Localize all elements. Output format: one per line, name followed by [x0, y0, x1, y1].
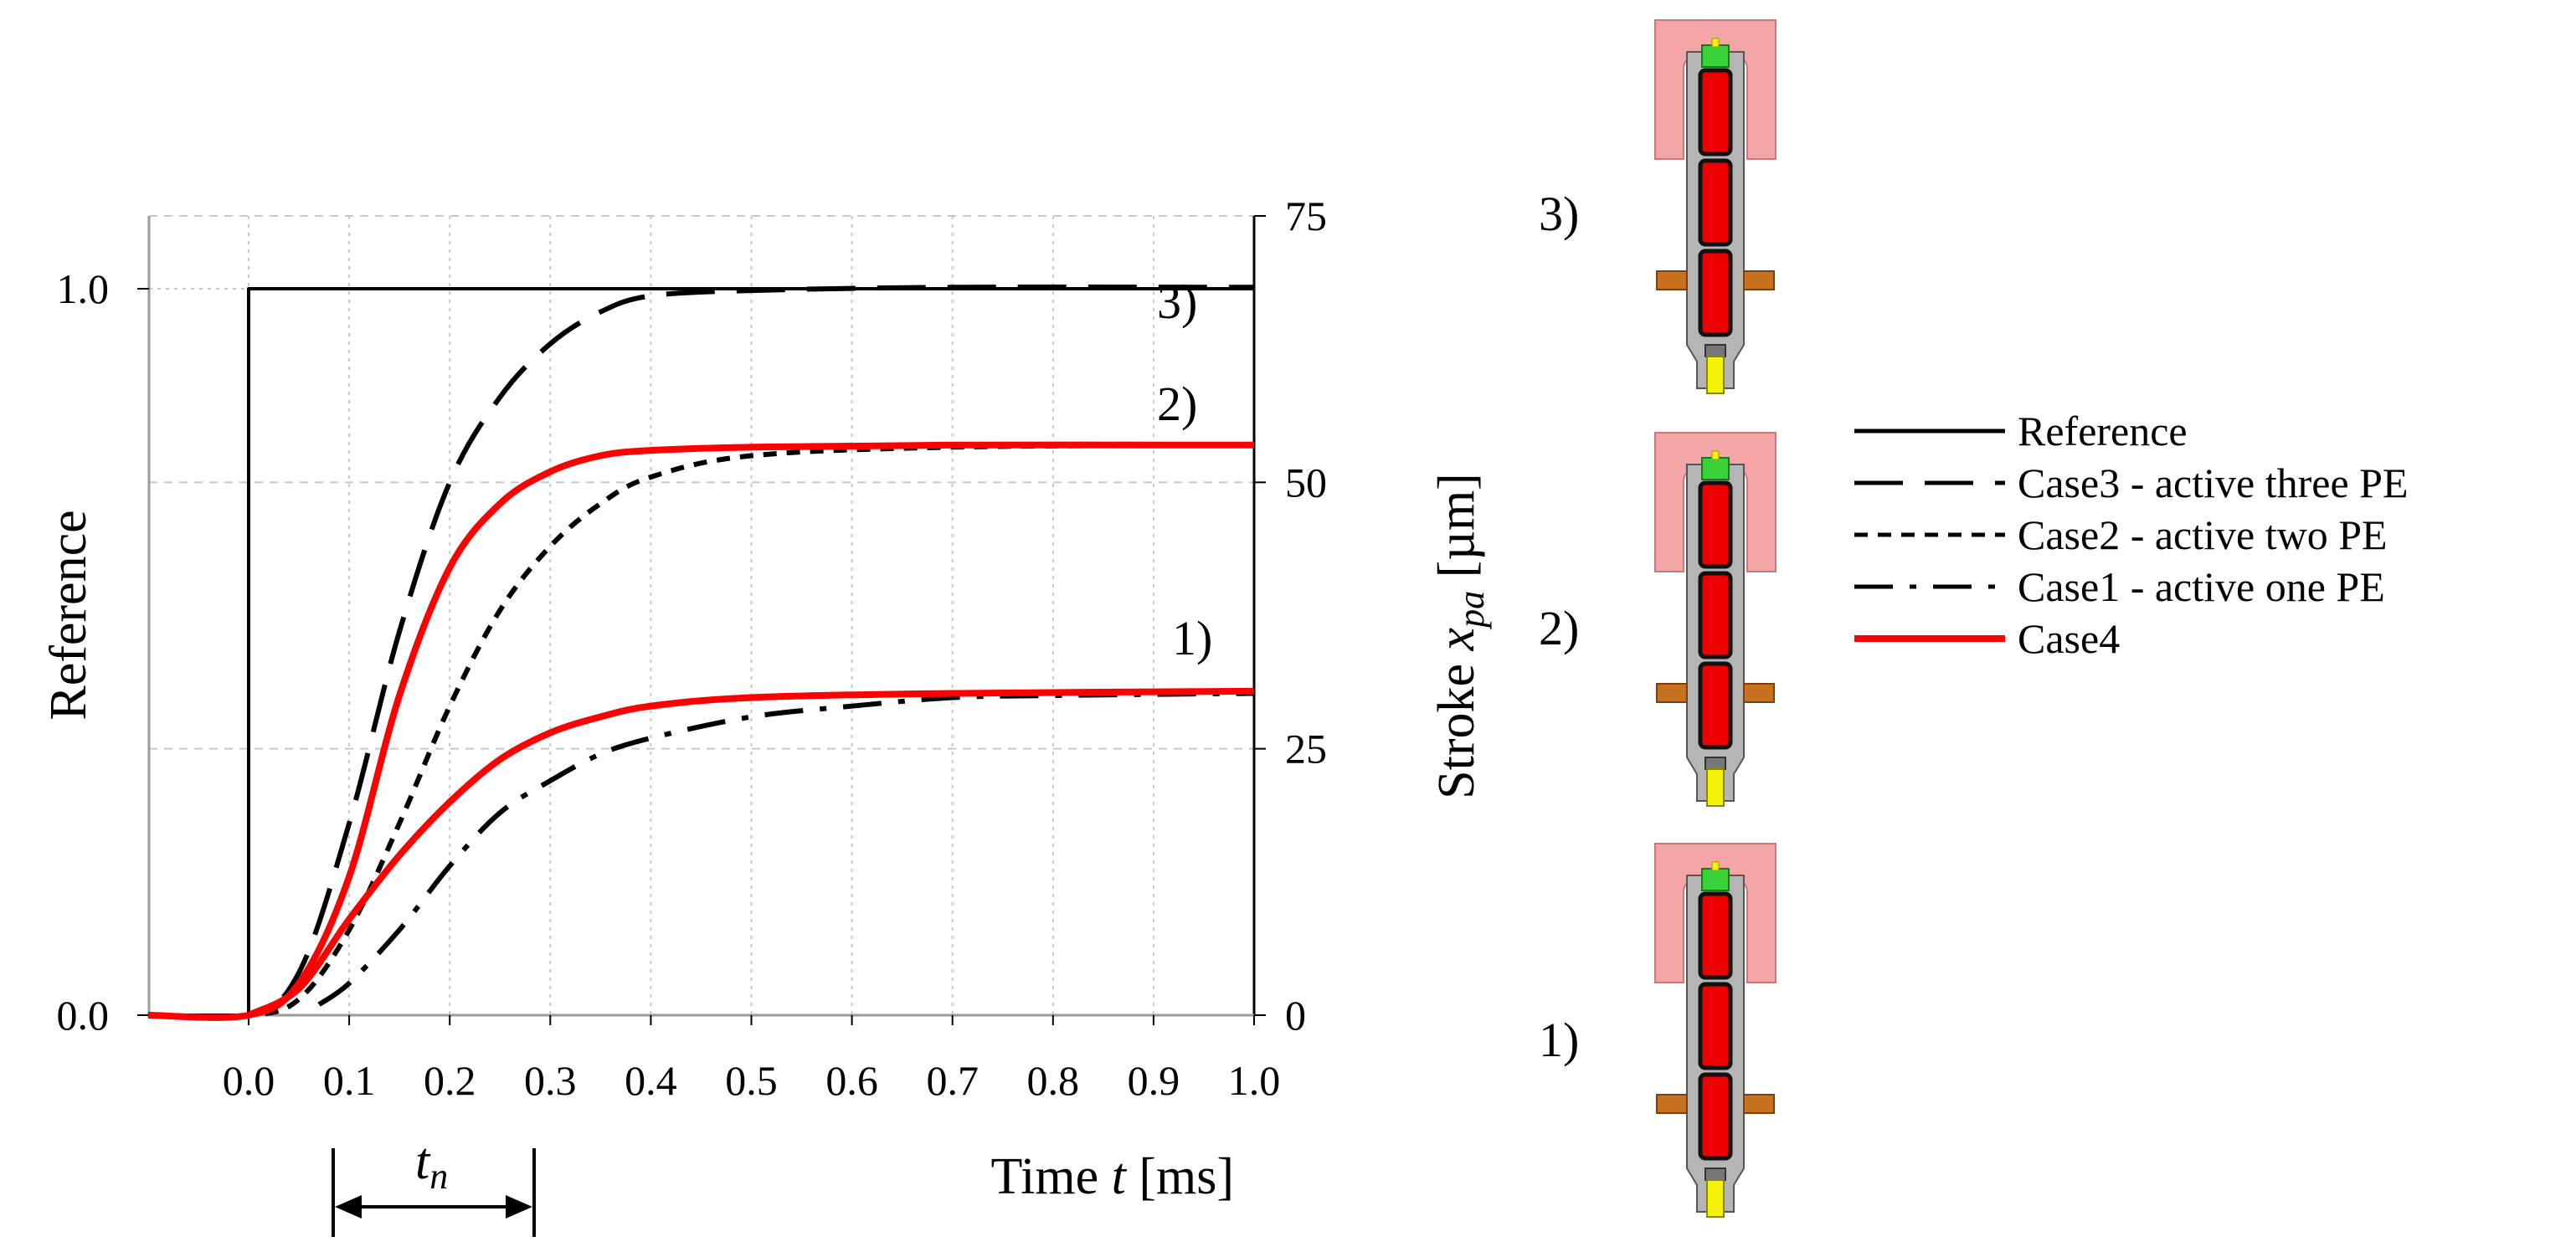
series-line-case1-active-one-pe-3 — [317, 690, 1255, 1007]
device-pe-element-3 — [1698, 249, 1733, 337]
device-tip-pin — [1711, 861, 1720, 871]
x-tick-label: 0.2 — [424, 1057, 476, 1104]
x-tick-label: 0.6 — [825, 1057, 878, 1104]
legend: Reference Case3 - active three PE Case2 - … — [1854, 408, 2408, 662]
device-pe-element-3 — [1698, 1072, 1733, 1161]
device-pe-element-1 — [1698, 891, 1733, 980]
series-line-case3-active-three-pe-1 — [147, 285, 1255, 1021]
x-tick-label: 0.5 — [725, 1057, 778, 1104]
tn-arrow-head-right — [506, 1195, 532, 1219]
device-plunger-head — [1704, 757, 1726, 770]
legend-label-4: Case4 — [2018, 615, 2120, 662]
device-drawing-3 — [1654, 19, 1776, 394]
device-pe-element-3 — [1698, 661, 1733, 750]
device-labels: 3) 2) 1) — [1539, 187, 1579, 1067]
tn-label: tn — [415, 1133, 448, 1197]
curve-label-1: 1) — [1172, 611, 1212, 665]
device-tip-pin — [1711, 38, 1720, 48]
x-tick-label: 0.8 — [1027, 1057, 1080, 1104]
x-tick-label: 1.0 — [1228, 1057, 1281, 1104]
device-pe-element-2 — [1698, 571, 1733, 659]
y-right-tick-label: 0 — [1285, 992, 1306, 1039]
y-axis-label-right: Stroke xpa [µm] — [1428, 473, 1492, 799]
x-tick-label: 0.0 — [223, 1057, 275, 1104]
device-plunger-head — [1704, 1167, 1726, 1181]
curve-labels: 3) 2) 1) — [1157, 275, 1212, 665]
device-tip — [1701, 868, 1730, 891]
legend-label-1: Case3 - active three PE — [2018, 459, 2408, 506]
device-tip — [1701, 457, 1730, 480]
grid — [149, 215, 1255, 1015]
device-label-2: 2) — [1539, 601, 1579, 655]
x-tick-label: 0.9 — [1128, 1057, 1180, 1104]
x-tick-label: 0.3 — [524, 1057, 577, 1104]
device-plunger — [1706, 768, 1725, 807]
device-tip — [1701, 44, 1730, 68]
device-tip-pin — [1711, 450, 1720, 460]
axes — [147, 216, 1256, 1017]
y-left-tick-label: 1.0 — [57, 265, 110, 312]
curve-label-2: 2) — [1157, 377, 1197, 431]
y-right-tick-label: 50 — [1285, 459, 1327, 505]
tn-arrow-head-left — [335, 1195, 362, 1219]
series — [147, 285, 1255, 1021]
device-drawing-2 — [1654, 432, 1776, 807]
legend-label-3: Case1 - active one PE — [2018, 563, 2385, 610]
ticks: 0.0 0.1 0.2 0.3 0.4 0.5 0.6 0.7 0.8 0.9 1.00.01.00… — [57, 192, 1328, 1104]
device-drawing-1 — [1654, 843, 1776, 1218]
device-flange-right — [1743, 270, 1775, 290]
device-plunger — [1706, 1179, 1725, 1218]
x-axis-label: Time t [ms] — [990, 1148, 1234, 1205]
device-flange-right — [1743, 683, 1775, 703]
device-pe-element-1 — [1698, 68, 1733, 157]
device-pe-element-2 — [1698, 982, 1733, 1070]
device-pe-element-2 — [1698, 158, 1733, 247]
series-line-case4-4 — [147, 441, 1255, 1021]
device-plunger-head — [1704, 344, 1726, 357]
device-pe-element-1 — [1698, 480, 1733, 569]
device-label-1: 1) — [1539, 1013, 1579, 1067]
series-line-case4-5 — [247, 687, 1255, 1019]
device-flange-left — [1656, 683, 1688, 703]
device-label-3: 3) — [1539, 187, 1579, 241]
y-left-tick-label: 0.0 — [57, 992, 110, 1039]
series-line-reference-0 — [147, 287, 1254, 1017]
legend-label-0: Reference — [2018, 408, 2188, 454]
tn-annotation: tn — [332, 1133, 536, 1237]
y-right-tick-label: 25 — [1285, 726, 1327, 772]
legend-label-2: Case2 - active two PE — [2018, 511, 2388, 558]
curve-label-3: 3) — [1157, 275, 1197, 329]
device-plunger — [1706, 356, 1725, 394]
x-tick-label: 0.7 — [926, 1057, 979, 1104]
x-tick-label: 0.4 — [625, 1057, 677, 1104]
device-flange-left — [1656, 1094, 1688, 1114]
device-flange-left — [1656, 270, 1688, 290]
device-flange-right — [1743, 1094, 1775, 1114]
y-axis-label-left: Reference — [40, 510, 97, 720]
y-right-tick-label: 75 — [1285, 192, 1327, 239]
devices — [1654, 19, 1776, 1218]
x-tick-label: 0.1 — [323, 1057, 376, 1104]
